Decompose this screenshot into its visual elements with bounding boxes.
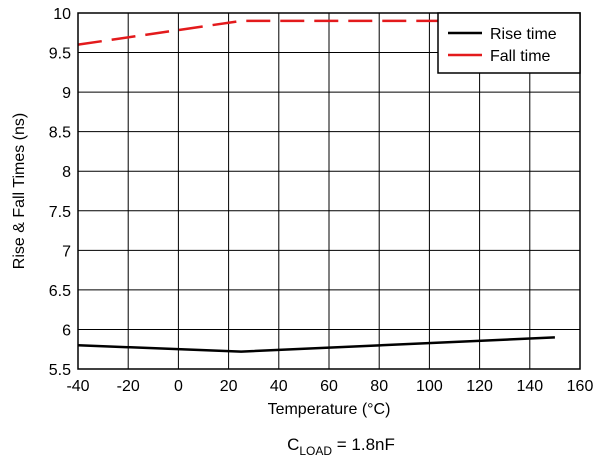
- legend-label: Fall time: [490, 48, 551, 65]
- legend-box: [437, 12, 581, 74]
- x-tick-label: 160: [567, 378, 594, 395]
- plot-frame: [77, 12, 581, 370]
- x-tick-label: 80: [370, 378, 388, 395]
- x-tick-label: -40: [66, 378, 89, 395]
- load-condition-subscript: LOAD: [299, 444, 332, 458]
- series-line-rise-time: [77, 336, 555, 353]
- x-tick-label: 20: [220, 378, 238, 395]
- legend-label: Rise time: [490, 26, 557, 43]
- x-tick-label: 100: [416, 378, 443, 395]
- y-tick-labels: 5.5 6 6.5 7 7.5 8 8.5 9 9.5 10: [49, 6, 71, 379]
- x-tick-labels: -40 -20 0 20 40 60 80 100 120 140 160: [66, 378, 593, 395]
- y-tick-label: 7.5: [49, 204, 71, 221]
- y-tick-label: 6: [62, 322, 71, 339]
- y-tick-label: 6.5: [49, 283, 71, 300]
- x-axis-title: Temperature (°C): [268, 401, 391, 418]
- legend: Rise time Fall time: [437, 12, 581, 74]
- y-axis-title: Rise & Fall Times (ns): [11, 113, 28, 269]
- x-tick-label: -20: [117, 378, 140, 395]
- load-condition-prefix: C: [287, 435, 299, 454]
- load-condition-value: = 1.8nF: [332, 435, 395, 454]
- y-tick-label: 9.5: [49, 46, 71, 63]
- y-tick-label: 8: [62, 164, 71, 181]
- load-condition-label: CLOAD = 1.8nF: [287, 435, 395, 458]
- y-tick-label: 7: [62, 243, 71, 260]
- x-tick-label: 0: [174, 378, 183, 395]
- y-tick-label: 9: [62, 85, 71, 102]
- y-tick-label: 5.5: [49, 362, 71, 379]
- x-tick-label: 140: [516, 378, 543, 395]
- y-tick-label: 8.5: [49, 125, 71, 142]
- x-tick-label: 120: [466, 378, 493, 395]
- x-tick-label: 60: [320, 378, 338, 395]
- y-tick-label: 10: [53, 6, 71, 23]
- x-tick-label: 40: [270, 378, 288, 395]
